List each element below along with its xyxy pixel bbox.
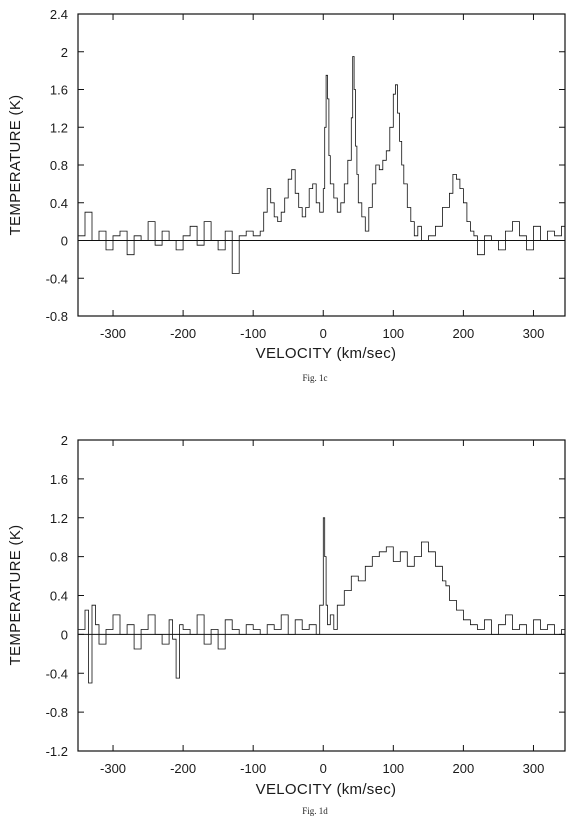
- x-axis-title: VELOCITY (km/sec): [256, 345, 397, 362]
- y-tick-label: 0.8: [50, 550, 68, 565]
- plot-frame: [77, 439, 566, 752]
- y-tick-label: 2: [61, 433, 68, 448]
- plot-frame: [77, 13, 566, 317]
- axis-ticks: [78, 439, 565, 752]
- y-tick-label: 1.6: [50, 472, 68, 487]
- x-tick-label: -100: [240, 326, 266, 341]
- y-tick-label: 2: [61, 45, 68, 60]
- x-tick-label: -200: [170, 761, 196, 776]
- spectrum-line: [78, 56, 566, 274]
- y-tick-label: 0: [61, 627, 68, 642]
- y-tick-label: 0.8: [50, 158, 68, 173]
- panel-fig-1d: -300 -200 -100 0 100 200 300 -1.2 -0.8 -0.4 0 0.4 0.…: [7, 433, 566, 816]
- x-tick-label: 300: [523, 761, 545, 776]
- x-tick-label: 100: [382, 326, 404, 341]
- y-axis-title: TEMPERATURE (K): [7, 525, 24, 666]
- y-tick-label: 0.4: [50, 196, 68, 211]
- panel-fig-1c: -300 -200 -100 0 100 200 300 -0.8 -0.4 0 0.4 0.8 1.2…: [7, 7, 566, 383]
- y-tick-label: 0: [61, 234, 68, 249]
- y-axis-title: TEMPERATURE (K): [7, 95, 24, 236]
- x-tick-label: 200: [453, 761, 475, 776]
- x-tick-label: -100: [240, 761, 266, 776]
- x-tick-label: 200: [453, 326, 475, 341]
- y-tick-label: 1.6: [50, 83, 68, 98]
- figure-caption: Fig. 1c: [302, 373, 327, 383]
- x-axis-title: VELOCITY (km/sec): [256, 781, 397, 798]
- y-tick-label: -0.4: [46, 666, 68, 681]
- x-tick-label: -300: [100, 761, 126, 776]
- x-tick-label: 0: [320, 761, 327, 776]
- x-tick-label: -300: [100, 326, 126, 341]
- y-tick-label: 0.4: [50, 589, 68, 604]
- x-tick-label: 0: [320, 326, 327, 341]
- x-tick-label: 300: [523, 326, 545, 341]
- y-tick-label: -0.8: [46, 705, 68, 720]
- axis-ticks: [78, 13, 565, 317]
- y-tick-label: -0.8: [46, 309, 68, 324]
- y-tick-label: 1.2: [50, 511, 68, 526]
- spectrum-line: [78, 517, 566, 684]
- figure-caption: Fig. 1d: [302, 806, 328, 816]
- x-tick-label: -200: [170, 326, 196, 341]
- y-tick-label: -0.4: [46, 271, 68, 286]
- axis-tick-labels: -300 -200 -100 0 100 200 300 -0.8 -0.4 0 0.4 0.8 1.2…: [46, 7, 545, 341]
- y-tick-label: -1.2: [46, 744, 68, 759]
- y-tick-label: 1.2: [50, 120, 68, 135]
- y-tick-label: 2.4: [50, 7, 68, 22]
- axis-tick-labels: -300 -200 -100 0 100 200 300 -1.2 -0.8 -0.4 0 0.4 0.…: [46, 433, 545, 776]
- x-tick-label: 100: [382, 761, 404, 776]
